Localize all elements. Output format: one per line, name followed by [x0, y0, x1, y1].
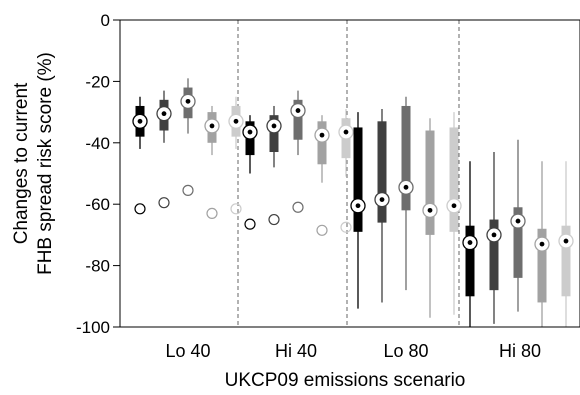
reference-circle [316, 224, 328, 236]
box-median-dot [343, 129, 349, 135]
box-median-dot [379, 197, 385, 202]
box-median-dot [451, 203, 457, 209]
box-median-dot [319, 132, 325, 138]
box-median-dot [209, 123, 215, 129]
box-group [132, 78, 244, 220]
box-iqr [401, 105, 411, 211]
box-median-dot [563, 238, 569, 244]
box-iqr [293, 99, 303, 140]
group-separators [237, 20, 460, 327]
box-median-dot [185, 98, 191, 104]
box-median-dot [403, 184, 409, 190]
reference-circle [158, 197, 170, 209]
box-iqr [561, 225, 571, 297]
plot-frame [119, 19, 580, 328]
box-median-dot [515, 218, 521, 224]
box-iqr [317, 121, 327, 165]
y-tick-label: -60 [85, 195, 110, 214]
y-axis-title: Changes to current FHB spread risk score … [11, 52, 56, 275]
box-median-dot [247, 129, 253, 135]
box-median-dot [467, 240, 473, 245]
box-median-dot [233, 118, 239, 124]
y-tick-label: -80 [85, 257, 110, 276]
box-iqr [377, 121, 387, 223]
box-groups [132, 78, 574, 327]
box-median-dot [295, 108, 301, 113]
box-median-dot [355, 203, 361, 209]
reference-circle [244, 218, 256, 230]
box-iqr [449, 127, 459, 232]
box-median-dot [137, 118, 143, 124]
reference-circle [182, 184, 194, 196]
box-iqr [513, 207, 523, 278]
box-group [462, 139, 574, 327]
box-iqr [489, 219, 499, 291]
reference-circle [340, 221, 352, 233]
y-tick-label: -100 [76, 318, 110, 337]
box-median-dot [161, 111, 167, 117]
box-median-dot [271, 123, 277, 129]
y-axis-ticks: 0 -20 -40 -60 -80 -100 [76, 11, 120, 337]
box-median-dot [491, 232, 497, 238]
y-tick-label: -40 [85, 134, 110, 153]
box-iqr [425, 130, 435, 235]
reference-circle [134, 203, 146, 215]
box-median-dot [539, 241, 545, 247]
x-category-label: Lo 40 [165, 341, 210, 361]
box-median-dot [427, 207, 433, 213]
box-group [242, 90, 354, 236]
reference-circle [230, 203, 242, 215]
x-axis-title: UKCP09 emissions scenario [225, 370, 466, 390]
box-group [350, 96, 462, 318]
box-iqr [269, 115, 279, 153]
y-tick-label: -20 [85, 72, 110, 91]
y-axis-title-line: FHB spread risk score (%) [35, 52, 56, 275]
reference-circle [206, 207, 218, 220]
y-tick-label: 0 [101, 11, 110, 30]
box-iqr [537, 228, 547, 303]
x-category-label: Lo 80 [383, 341, 428, 361]
reference-circle [292, 201, 304, 213]
x-category-label: Hi 80 [499, 341, 541, 361]
box-iqr [465, 225, 475, 297]
y-axis-title-line: Changes to current [11, 82, 32, 244]
box-iqr [353, 127, 363, 232]
reference-circle [268, 213, 280, 226]
x-category-label: Hi 40 [275, 341, 317, 361]
x-axis-category-labels: Lo 40 Hi 40 Lo 80 Hi 80 [165, 341, 541, 361]
